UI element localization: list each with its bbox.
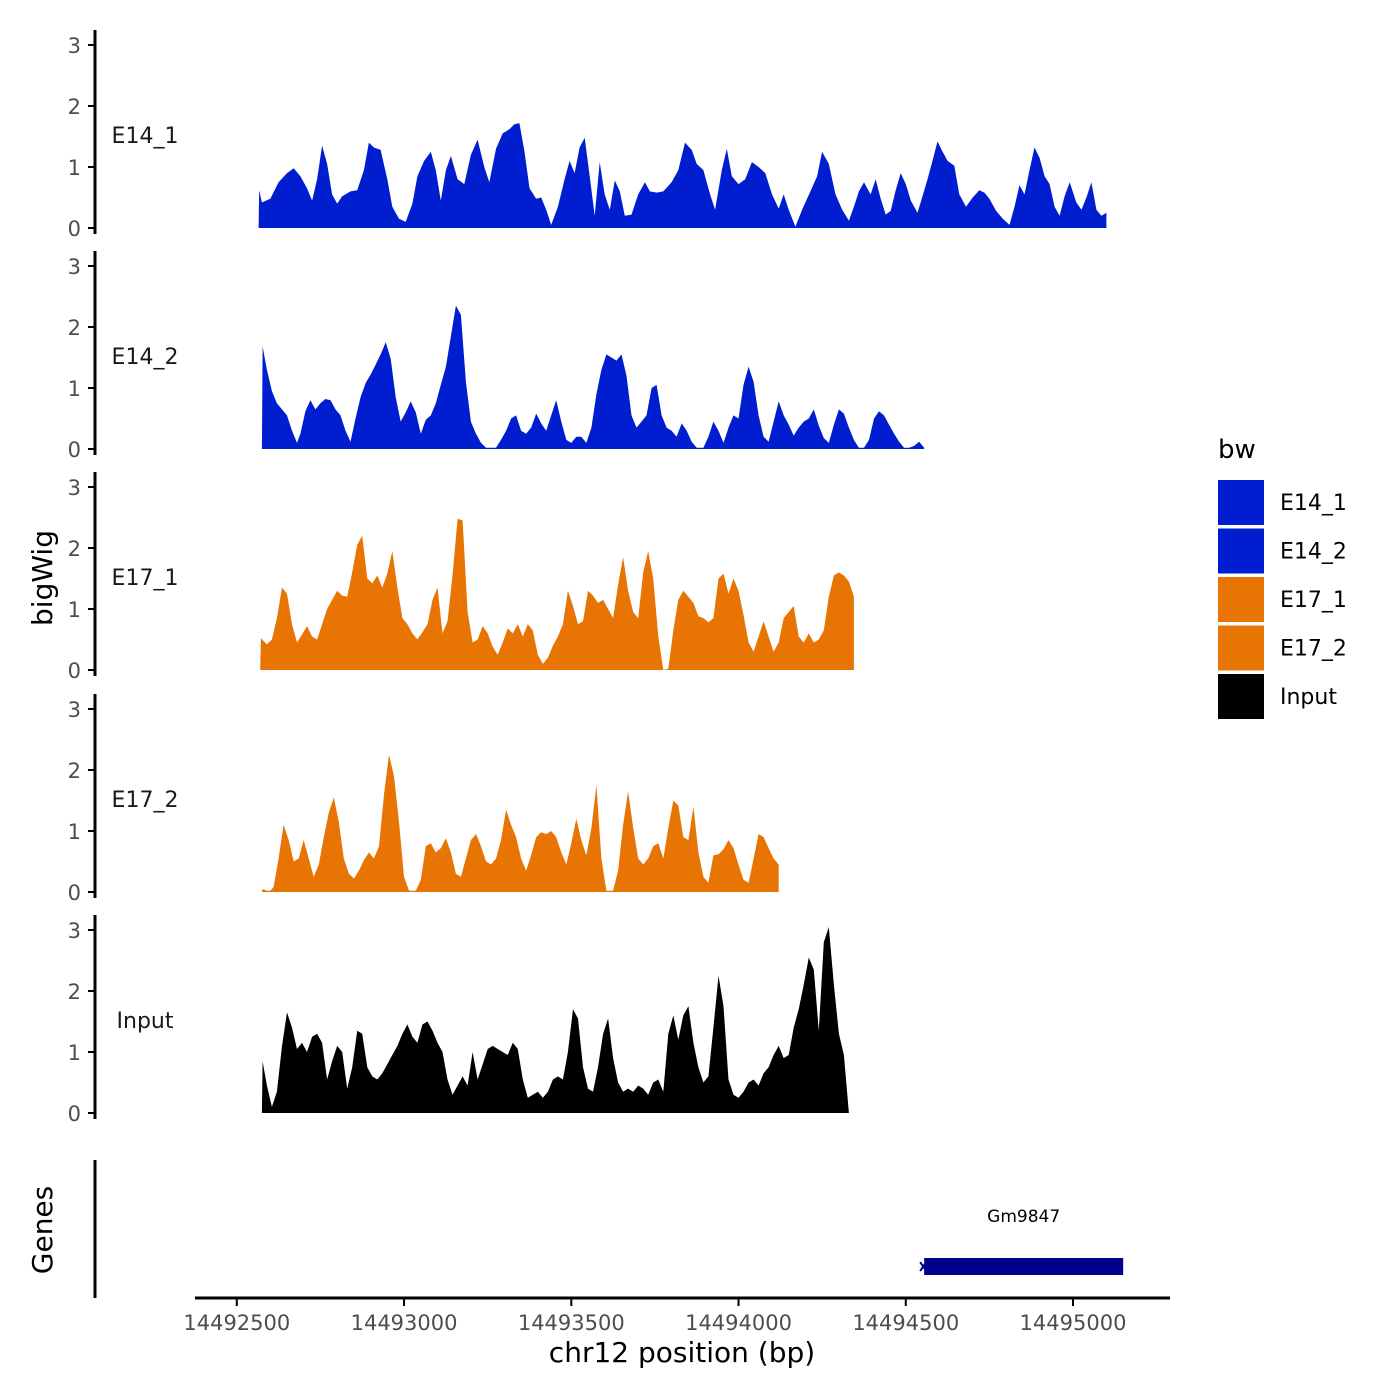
legend-title: bw bbox=[1218, 435, 1256, 465]
legend-label: Input bbox=[1280, 685, 1337, 710]
legend-swatch bbox=[1218, 528, 1264, 574]
x-tick-label: 14494000 bbox=[685, 1311, 792, 1335]
y-tick-label: 1 bbox=[68, 1041, 81, 1065]
genes-layer: Gm9847 bbox=[93, 1160, 1124, 1298]
legend-label: E17_2 bbox=[1280, 637, 1347, 662]
track-label: Input bbox=[117, 1009, 174, 1034]
track-label: E17_2 bbox=[112, 788, 179, 813]
x-axis-title: chr12 position (bp) bbox=[549, 1336, 815, 1369]
y-tick-label: 1 bbox=[68, 156, 81, 180]
track-e17-1: 0 1 2 3 E17_1 bbox=[68, 472, 854, 683]
y-tick-label: 3 bbox=[68, 476, 81, 500]
coverage-area-e14-1 bbox=[258, 123, 1107, 228]
y-tick-label: 3 bbox=[68, 919, 81, 943]
y-tick-label: 3 bbox=[68, 255, 81, 279]
legend: bw E14_1 E14_2 E17_1 E17_2 Input bbox=[1218, 435, 1347, 719]
tracks-layer: 0 1 2 3 E14_1 0 1 2 3 E14_2 0 1 2 3 E17_1 0 1 2 3 E17_2 0 1 2 3… bbox=[68, 30, 1107, 1126]
y-tick-label: 3 bbox=[68, 698, 81, 722]
y-tick-label: 0 bbox=[68, 217, 81, 241]
y-tick-label: 2 bbox=[68, 95, 81, 119]
gene-label: Gm9847 bbox=[987, 1207, 1060, 1227]
coverage-area-input bbox=[261, 927, 849, 1113]
strand-marker bbox=[919, 1261, 927, 1272]
y-tick-label: 1 bbox=[68, 598, 81, 622]
track-input: 0 1 2 3 Input bbox=[68, 915, 849, 1126]
track-label: E14_1 bbox=[112, 124, 179, 149]
legend-swatch bbox=[1218, 577, 1264, 622]
legend-label: E17_1 bbox=[1280, 588, 1347, 613]
track-e14-1: 0 1 2 3 E14_1 bbox=[68, 30, 1107, 241]
track-e14-2: 0 1 2 3 E14_2 bbox=[68, 251, 925, 462]
y-tick-label: 2 bbox=[68, 980, 81, 1004]
y-tick-label: 0 bbox=[68, 438, 81, 462]
y-tick-label: 3 bbox=[68, 34, 81, 58]
y-tick-label: 2 bbox=[68, 537, 81, 561]
x-tick-label: 14493500 bbox=[518, 1311, 625, 1335]
coverage-area-e17-1 bbox=[260, 518, 854, 670]
track-e17-2: 0 1 2 3 E17_2 bbox=[68, 694, 779, 905]
x-axis: 14492500 14493000 14493500 14494000 14494500… bbox=[183, 1296, 1170, 1335]
gene-body bbox=[924, 1258, 1124, 1275]
x-tick-label: 14495000 bbox=[1020, 1311, 1127, 1335]
x-tick-label: 14494500 bbox=[852, 1311, 959, 1335]
legend-swatch bbox=[1218, 625, 1264, 671]
track-label: E17_1 bbox=[112, 566, 179, 591]
y-tick-label: 0 bbox=[68, 1102, 81, 1126]
y-axis-title: bigWig bbox=[26, 530, 59, 626]
x-tick-label: 14493000 bbox=[351, 1311, 458, 1335]
legend-label: E14_2 bbox=[1280, 540, 1347, 565]
y-tick-label: 1 bbox=[68, 377, 81, 401]
legend-swatch bbox=[1218, 480, 1264, 525]
y-tick-label: 0 bbox=[68, 881, 81, 905]
y-tick-label: 2 bbox=[68, 759, 81, 783]
genes-axis-title: Genes bbox=[26, 1186, 59, 1274]
coverage-area-e17-2 bbox=[261, 754, 779, 892]
x-tick-label: 14492500 bbox=[183, 1311, 290, 1335]
y-tick-label: 1 bbox=[68, 820, 81, 844]
y-tick-label: 2 bbox=[68, 316, 81, 340]
legend-label: E14_1 bbox=[1280, 491, 1347, 516]
legend-swatch bbox=[1218, 674, 1264, 719]
coverage-area-e14-2 bbox=[261, 305, 925, 449]
track-label: E14_2 bbox=[112, 345, 179, 370]
y-tick-label: 0 bbox=[68, 659, 81, 683]
